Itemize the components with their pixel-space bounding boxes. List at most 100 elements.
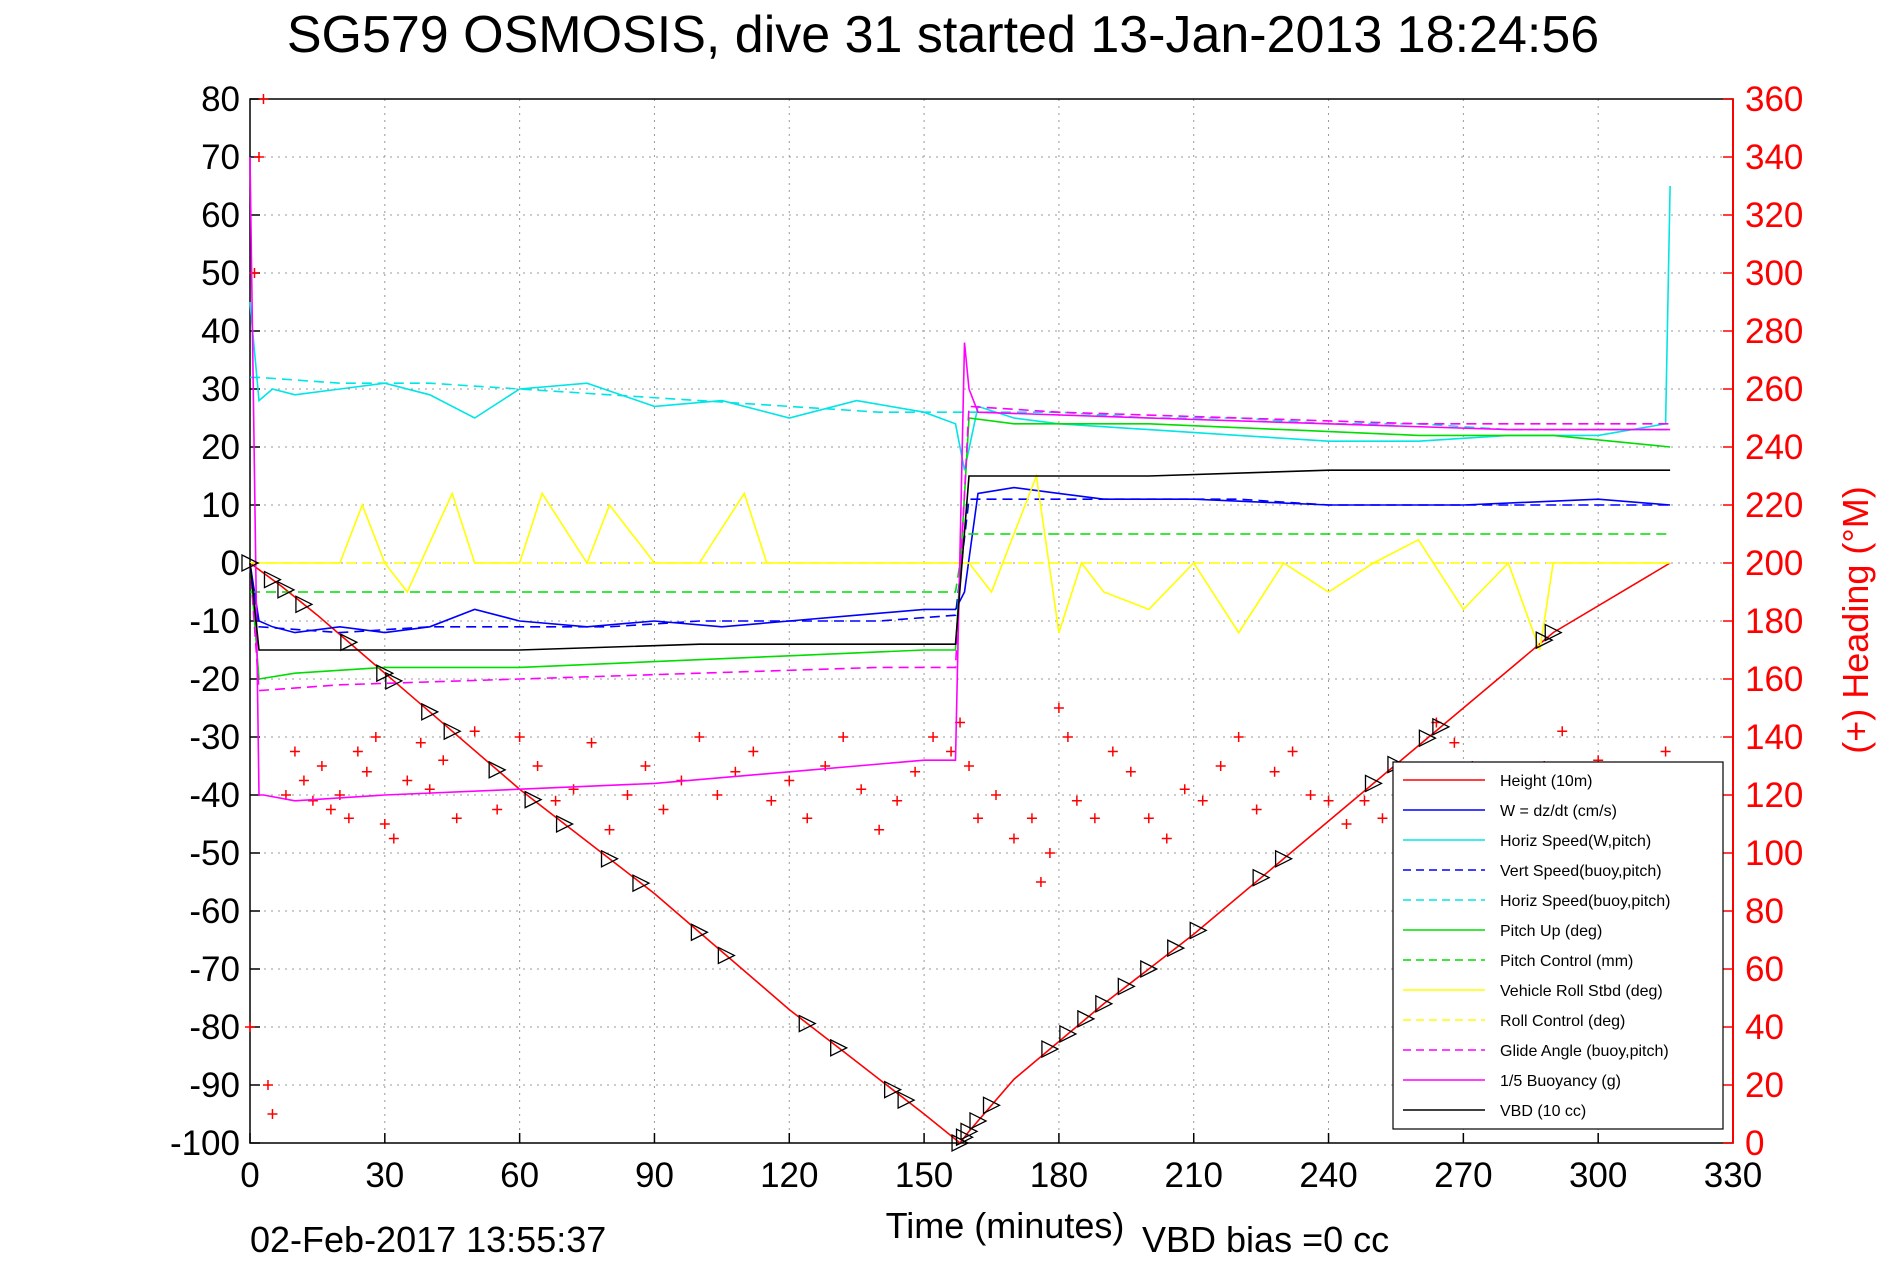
heading-point xyxy=(438,755,449,766)
heading-point xyxy=(1053,703,1064,713)
height-marker xyxy=(1167,939,1186,958)
height-marker xyxy=(982,1096,1001,1115)
heading-point xyxy=(748,746,759,757)
heading-point xyxy=(245,1022,255,1032)
x-axis-label: Time (minutes) xyxy=(886,1205,1125,1246)
heading-point xyxy=(267,1109,278,1119)
heading-point xyxy=(280,790,291,800)
heading-point xyxy=(298,775,309,786)
right-tick-label: 40 xyxy=(1745,1008,1784,1047)
height-marker xyxy=(883,1080,903,1099)
height-marker xyxy=(690,923,709,942)
heading-point xyxy=(402,775,413,786)
right-tick-label: 280 xyxy=(1745,312,1803,351)
heading-point xyxy=(262,1080,273,1090)
y-tick-label: -10 xyxy=(189,602,240,641)
right-tick-label: 60 xyxy=(1745,950,1784,989)
height-marker xyxy=(421,702,440,721)
right-tick-label: 120 xyxy=(1745,776,1803,815)
height-marker xyxy=(969,1111,988,1131)
heading-point xyxy=(1062,732,1073,742)
right-axis-label: (+) Heading (°M) xyxy=(1835,486,1876,753)
heading-point xyxy=(802,813,813,824)
right-tick-label: 360 xyxy=(1745,80,1803,119)
series-1-5-buoyancy-g xyxy=(249,156,1671,802)
heading-point xyxy=(1323,795,1334,806)
height-marker xyxy=(1432,717,1451,736)
heading-point xyxy=(1008,833,1019,844)
heading-point xyxy=(1197,795,1208,806)
series-lines xyxy=(249,156,1671,1145)
heading-point xyxy=(1161,833,1172,844)
x-tick-label: 30 xyxy=(365,1156,404,1195)
height-marker xyxy=(955,1128,974,1147)
x-tick-label: 90 xyxy=(635,1156,674,1195)
heading-point xyxy=(492,804,503,815)
y-tick-label: -100 xyxy=(170,1124,240,1163)
legend-label: Roll Control (deg) xyxy=(1500,1013,1625,1030)
heading-point xyxy=(892,795,903,806)
heading-point xyxy=(973,813,984,824)
heading-point xyxy=(352,746,363,757)
x-tick-label: 240 xyxy=(1299,1156,1357,1195)
right-tick-label: 220 xyxy=(1745,486,1803,525)
y-tick-label: -40 xyxy=(189,776,240,815)
y-tick-label: 70 xyxy=(201,138,240,177)
right-tick-label: 100 xyxy=(1745,834,1803,873)
height-marker xyxy=(277,580,296,599)
x-tick-label: 330 xyxy=(1704,1156,1762,1195)
y-tick-label: 10 xyxy=(201,486,240,525)
y-tick-label: 0 xyxy=(221,544,240,583)
heading-point xyxy=(370,732,381,742)
heading-point xyxy=(1287,746,1298,757)
heading-point xyxy=(1035,877,1046,887)
height-marker xyxy=(524,790,543,809)
heading-point xyxy=(568,784,579,795)
right-tick-label: 180 xyxy=(1745,602,1803,641)
height-marker xyxy=(951,1133,970,1153)
height-marker xyxy=(295,595,314,614)
height-marker xyxy=(1274,849,1294,868)
heading-point xyxy=(910,766,921,777)
x-axis-ticks: 0 30 60 90 120 150 180 210 240 270 300 330 xyxy=(240,1133,1762,1195)
y-tick-label: -90 xyxy=(189,1066,240,1105)
legend-label: Pitch Up (deg) xyxy=(1500,923,1602,940)
y-tick-label: 20 xyxy=(201,428,240,467)
height-marker xyxy=(1418,729,1437,748)
heading-point xyxy=(586,737,597,748)
x-tick-label: 0 xyxy=(240,1156,259,1195)
legend-label: Horiz Speed(W,pitch) xyxy=(1500,833,1651,850)
heading-point xyxy=(784,775,795,786)
heading-point xyxy=(343,813,354,824)
x-tick-label: 180 xyxy=(1030,1156,1088,1195)
right-tick-label: 80 xyxy=(1745,892,1784,931)
heading-point xyxy=(640,761,651,771)
x-tick-label: 270 xyxy=(1434,1156,1492,1195)
height-marker xyxy=(340,633,359,652)
heading-point xyxy=(289,746,300,757)
heading-point xyxy=(514,732,525,742)
height-marker xyxy=(632,874,651,893)
heading-point xyxy=(1044,848,1055,858)
y-tick-label: -60 xyxy=(189,892,240,931)
x-tick-label: 300 xyxy=(1569,1156,1627,1195)
legend-label: Vehicle Roll Stbd (deg) xyxy=(1500,983,1663,1000)
series-horiz-speed-w-pitch xyxy=(249,185,1671,471)
x-tick-label: 60 xyxy=(500,1156,539,1195)
heading-point xyxy=(712,790,723,800)
legend-label: W = dz/dt (cm/s) xyxy=(1500,803,1617,820)
right-tick-label: 260 xyxy=(1745,370,1803,409)
heading-point xyxy=(730,766,741,777)
chart-title: SG579 OSMOSIS, dive 31 started 13-Jan-20… xyxy=(287,6,1599,64)
height-marker xyxy=(897,1091,916,1110)
y-tick-label: -80 xyxy=(189,1008,240,1047)
series-vbd-10-cc xyxy=(249,469,1671,651)
legend-box xyxy=(1392,761,1724,1130)
series-glide-angle-buoy-pitch xyxy=(249,405,1671,692)
legend-label: Pitch Control (mm) xyxy=(1500,953,1633,970)
height-marker xyxy=(1095,994,1114,1013)
heading-point xyxy=(946,746,957,757)
heading-point xyxy=(838,732,849,742)
height-marker xyxy=(443,722,462,741)
height-marker xyxy=(1140,959,1159,979)
